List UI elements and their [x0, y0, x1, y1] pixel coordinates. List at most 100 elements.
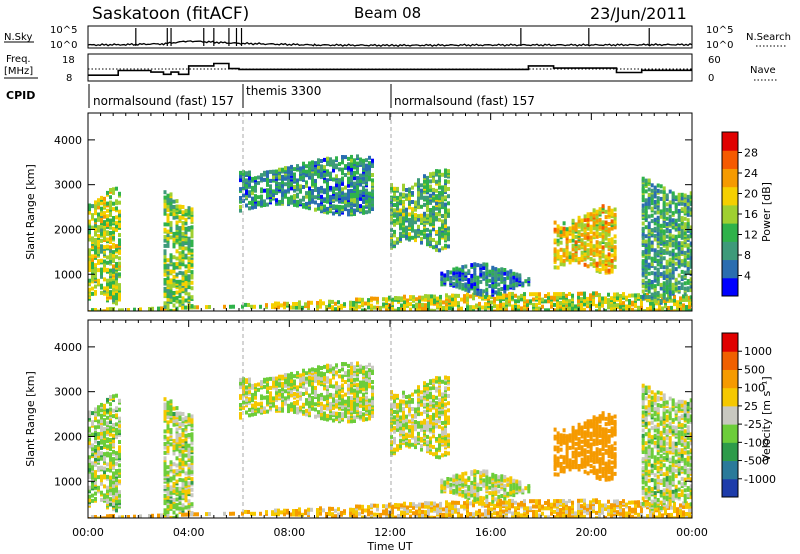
- velocity-cell: [115, 488, 118, 493]
- power-cell: [511, 291, 514, 296]
- power-cell: [88, 207, 91, 212]
- power-cell: [314, 186, 317, 191]
- power-cell: [169, 298, 173, 303]
- power-cell: [469, 308, 472, 311]
- velocity-cell: [415, 514, 418, 518]
- velocity-cell: [94, 454, 97, 458]
- power-cell: [470, 273, 474, 278]
- power-cell: [583, 252, 587, 256]
- power-cell: [631, 300, 634, 305]
- power-cell: [362, 180, 365, 185]
- power-cell: [169, 292, 173, 297]
- power-cell: [689, 277, 692, 282]
- power-cell: [88, 219, 91, 224]
- power-cell: [409, 307, 412, 311]
- power-cell: [451, 293, 454, 298]
- power-cell: [610, 219, 614, 224]
- power-cell: [91, 291, 94, 296]
- velocity-cell: [307, 507, 310, 512]
- power-cell: [650, 256, 654, 261]
- power-cell: [451, 313, 454, 317]
- velocity-cell: [118, 463, 121, 468]
- colorbar-tick-label: 12: [744, 229, 758, 242]
- velocity-cell: [481, 522, 484, 526]
- power-cell: [115, 228, 118, 232]
- power-cell: [683, 209, 687, 214]
- velocity-cell: [595, 516, 598, 518]
- velocity-cell: [112, 487, 115, 492]
- power-cell: [589, 293, 592, 298]
- power-cell: [289, 305, 292, 310]
- power-cell: [668, 272, 672, 277]
- y-tick-label: 2000: [54, 223, 82, 236]
- power-cell: [239, 205, 242, 209]
- power-cell: [677, 280, 681, 285]
- power-cell: [583, 218, 587, 222]
- velocity-cell: [385, 515, 388, 518]
- power-cell: [311, 189, 314, 193]
- power-cell: [682, 303, 685, 308]
- power-cell: [356, 170, 359, 175]
- velocity-cell: [655, 506, 658, 511]
- velocity-cell: [610, 510, 613, 515]
- power-cell: [535, 308, 538, 311]
- velocity-cell: [166, 490, 170, 495]
- velocity-cell: [355, 504, 358, 509]
- power-cell: [436, 303, 439, 308]
- noise-sky-label: N.Sky: [4, 32, 32, 43]
- power-cell: [178, 242, 182, 247]
- power-cell: [683, 258, 687, 262]
- velocity-cell: [400, 503, 403, 508]
- power-cell: [293, 167, 296, 172]
- power-cell: [538, 301, 541, 306]
- power-cell: [290, 186, 293, 191]
- velocity-cell: [94, 477, 97, 482]
- power-cell: [109, 272, 112, 277]
- power-cell: [562, 226, 566, 231]
- power-cell: [388, 295, 391, 300]
- power-cell: [488, 284, 492, 289]
- power-cell: [467, 269, 471, 274]
- velocity-cell: [547, 521, 550, 525]
- power-cell: [187, 281, 191, 286]
- power-cell: [441, 246, 444, 251]
- power-cell: [616, 314, 619, 318]
- velocity-cell: [529, 522, 532, 526]
- velocity-cell: [496, 498, 499, 503]
- power-cell: [668, 243, 672, 248]
- power-cell: [91, 275, 94, 280]
- velocity-cell: [436, 510, 439, 515]
- power-cell: [674, 261, 678, 266]
- power-cell: [338, 205, 341, 209]
- power-cell: [441, 224, 444, 229]
- power-cell: [544, 299, 547, 304]
- power-cell: [118, 233, 121, 237]
- power-cell: [659, 223, 663, 228]
- power-cell: [109, 218, 112, 223]
- velocity-cell: [337, 512, 340, 517]
- velocity-cell: [319, 511, 322, 516]
- power-cell: [613, 314, 616, 318]
- velocity-cell: [535, 519, 538, 523]
- power-cell: [479, 292, 483, 297]
- power-cell: [314, 207, 317, 212]
- power-cell: [278, 167, 281, 172]
- velocity-cell: [592, 505, 595, 510]
- power-cell: [535, 302, 538, 307]
- power-cell: [601, 313, 604, 317]
- velocity-cell: [424, 501, 427, 506]
- power-cell: [610, 212, 614, 217]
- power-cell: [481, 293, 484, 297]
- power-cell: [362, 200, 365, 204]
- power-cell: [686, 279, 690, 284]
- velocity-cell: [463, 519, 466, 523]
- power-cell: [163, 235, 167, 239]
- power-cell: [526, 312, 529, 316]
- power-cell: [438, 237, 441, 242]
- power-cell: [641, 226, 645, 231]
- power-cell: [432, 214, 435, 219]
- velocity-cell: [409, 509, 412, 514]
- power-cell: [190, 295, 194, 300]
- power-cell: [610, 303, 613, 308]
- power-cell: [118, 267, 121, 271]
